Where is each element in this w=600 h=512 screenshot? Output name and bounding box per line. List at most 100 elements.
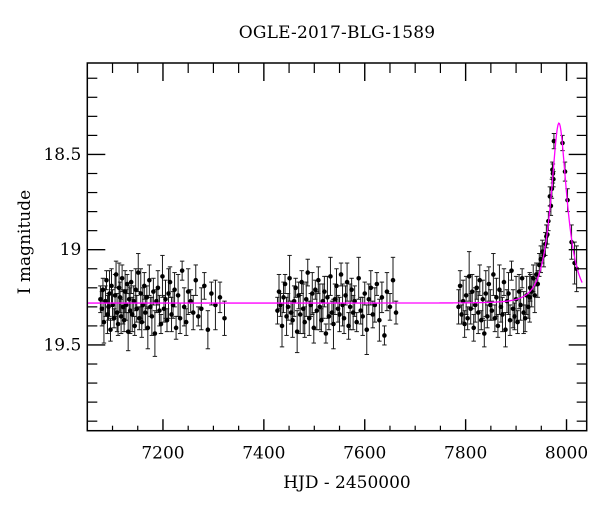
data-point: [290, 317, 295, 323]
data-point: [459, 312, 464, 317]
plot-frame: [86, 62, 588, 432]
data-point: [183, 319, 189, 325]
data-point: [282, 281, 288, 287]
data-point: [500, 312, 505, 317]
data-point: [372, 302, 378, 308]
data-point: [115, 321, 121, 327]
data-point: [151, 289, 156, 294]
data-point: [175, 293, 181, 298]
y-tick-label: 19.5: [43, 335, 81, 355]
data-point: [317, 304, 323, 310]
data-point: [104, 277, 109, 283]
data-point: [300, 306, 306, 312]
data-point: [522, 315, 528, 321]
data-point: [474, 285, 480, 291]
data-point: [305, 270, 311, 275]
data-point: [155, 285, 161, 291]
data-point: [285, 304, 291, 310]
data-point: [478, 317, 484, 323]
data-point: [356, 275, 361, 281]
data-point: [164, 317, 170, 323]
data-point: [279, 323, 285, 329]
data-point: [457, 283, 463, 289]
data-point: [379, 295, 385, 300]
data-point: [466, 274, 472, 279]
data-point: [483, 291, 489, 296]
data-point: [119, 275, 125, 281]
data-point: [320, 298, 326, 304]
data-point: [190, 310, 196, 315]
data-point: [117, 295, 123, 300]
data-point: [309, 291, 315, 296]
data-point: [382, 333, 387, 338]
data-point: [370, 312, 376, 317]
data-point: [111, 315, 117, 321]
data-point: [118, 314, 124, 319]
data-point: [377, 317, 382, 323]
data-point: [128, 279, 134, 285]
data-point: [123, 302, 129, 308]
data-point: [519, 275, 525, 281]
data-point: [486, 281, 492, 287]
data-point: [287, 275, 292, 281]
data-point: [498, 304, 504, 310]
data-point: [105, 312, 110, 317]
data-point: [109, 283, 114, 289]
data-point: [341, 315, 347, 321]
data-point: [125, 329, 131, 334]
data-point: [311, 325, 317, 331]
data-point: [331, 321, 336, 327]
data-point: [343, 293, 348, 298]
data-point: [456, 304, 461, 310]
data-point: [346, 323, 351, 329]
data-point: [166, 291, 171, 296]
data-point: [516, 289, 522, 294]
data-point: [509, 268, 514, 273]
data-point: [276, 289, 282, 294]
data-point: [390, 277, 396, 283]
data-point: [308, 302, 314, 308]
data-point: [536, 262, 542, 268]
data-point: [126, 296, 132, 302]
data-point: [99, 306, 105, 312]
data-point: [352, 298, 357, 304]
data-point: [533, 272, 539, 277]
data-point: [495, 323, 501, 329]
data-point: [132, 323, 138, 329]
data-point: [140, 302, 146, 308]
data-point: [340, 302, 345, 308]
data-point: [299, 279, 304, 285]
data-point: [374, 281, 380, 287]
data-point: [278, 302, 283, 308]
x-tick-label: 7400: [242, 444, 285, 464]
x-tick-label: 7600: [343, 444, 386, 464]
data-point: [107, 291, 112, 296]
data-point: [488, 302, 493, 308]
y-tick-label: 19: [60, 240, 82, 260]
data-point: [481, 331, 487, 336]
chart-title: OGLE-2017-BLG-1589: [238, 23, 436, 43]
data-point: [503, 327, 508, 333]
data-point: [281, 295, 286, 300]
data-point: [485, 314, 490, 319]
data-point: [506, 291, 511, 296]
data-point: [491, 272, 496, 277]
data-point: [177, 315, 183, 321]
data-point: [167, 279, 173, 285]
data-point: [387, 304, 393, 310]
data-point: [202, 283, 207, 289]
data-point: [195, 314, 201, 319]
data-point: [468, 306, 473, 312]
data-point: [114, 310, 120, 315]
data-point: [110, 302, 115, 308]
data-point: [152, 331, 158, 336]
data-point: [469, 289, 475, 294]
data-point: [139, 319, 145, 325]
data-point: [222, 315, 227, 321]
data-point: [477, 277, 483, 283]
data-point: [319, 317, 324, 323]
data-point: [475, 310, 481, 315]
data-point: [296, 293, 301, 298]
data-point: [121, 317, 127, 323]
